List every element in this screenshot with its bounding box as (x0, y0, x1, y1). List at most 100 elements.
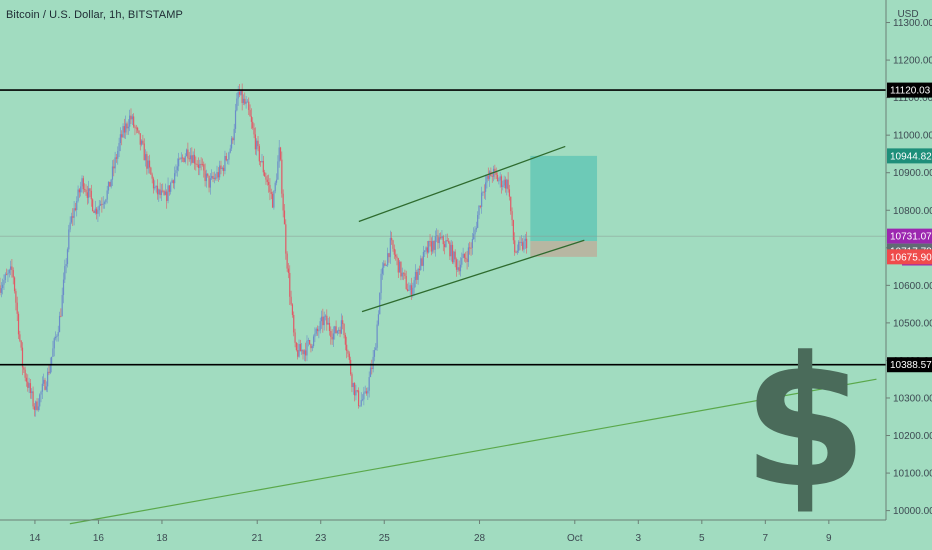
price-tag-target[interactable] (887, 148, 932, 164)
candle (347, 350, 349, 354)
candle (429, 241, 431, 242)
candle (47, 371, 49, 387)
candle (409, 285, 411, 291)
candle (357, 390, 360, 406)
candle (49, 364, 51, 374)
candle (117, 151, 119, 159)
price-tag-level[interactable] (887, 82, 932, 98)
candle (200, 163, 202, 165)
candle (418, 268, 421, 270)
candle (440, 237, 442, 239)
candle (126, 123, 128, 129)
candle (486, 175, 488, 183)
candle (344, 335, 346, 345)
candle (197, 164, 200, 168)
trend-line[interactable] (69, 378, 877, 525)
candle (29, 383, 32, 394)
candle (289, 272, 291, 297)
candle (387, 253, 389, 266)
candle (45, 386, 47, 390)
candle (163, 190, 165, 195)
candle (85, 189, 87, 193)
candle (151, 174, 153, 179)
candle (425, 247, 427, 251)
candle (118, 143, 120, 152)
candle (506, 179, 508, 189)
price-tag-level[interactable] (887, 357, 932, 373)
candle (144, 154, 147, 161)
candle (274, 182, 276, 192)
candle (248, 101, 250, 110)
candle (154, 186, 156, 189)
candle (61, 295, 63, 317)
candle (121, 134, 123, 138)
candle (193, 154, 196, 164)
candle (152, 178, 155, 189)
candle (261, 160, 263, 163)
candle (40, 391, 42, 395)
candle (494, 168, 496, 172)
candle (233, 128, 235, 141)
candle (453, 251, 455, 263)
candle (446, 240, 448, 242)
candle (240, 90, 242, 95)
candle (39, 394, 41, 407)
candle (56, 335, 58, 337)
candle (192, 154, 194, 163)
candle (246, 101, 249, 103)
candle (244, 98, 246, 104)
candle (434, 236, 436, 250)
channel-upper-line[interactable] (358, 145, 566, 223)
candle (164, 191, 166, 195)
candle (262, 160, 264, 173)
candle (360, 400, 362, 406)
candle (352, 382, 354, 388)
candle (90, 190, 92, 200)
candle (404, 273, 406, 277)
time-tick-label: 28 (474, 533, 486, 544)
candle (23, 367, 25, 370)
candle (170, 182, 172, 192)
candle (92, 199, 94, 211)
dollar-sign-icon: $ (742, 319, 867, 528)
candle (385, 265, 387, 267)
candle (334, 326, 336, 334)
candle (467, 247, 470, 262)
price-tag-stop[interactable] (887, 249, 932, 265)
candle (469, 247, 471, 249)
candle (499, 176, 501, 181)
candle (189, 155, 192, 160)
candle (279, 147, 282, 160)
candle (73, 208, 75, 218)
candle (303, 350, 305, 355)
candle (339, 329, 341, 334)
target-zone[interactable] (530, 155, 598, 242)
candle (343, 324, 345, 336)
candle (62, 279, 65, 296)
candle (273, 191, 275, 208)
candle (520, 242, 522, 244)
candle (421, 258, 423, 266)
candle (184, 156, 186, 162)
candle (295, 342, 297, 351)
candle (377, 314, 380, 325)
candle (167, 185, 169, 201)
candle (310, 344, 312, 349)
candle (301, 349, 303, 352)
candle (37, 406, 39, 410)
time-axis[interactable]: 14 16 18 21 23 25 28 Oct 3 5 7 9 (29, 520, 832, 544)
candle (207, 173, 209, 176)
price-tag-label: 10944.82 (890, 151, 932, 162)
candle (413, 280, 415, 288)
price-tick-label: 11000.00 (893, 131, 932, 142)
channel-lower-line[interactable] (361, 239, 585, 313)
candle (54, 336, 57, 339)
price-tag-last[interactable] (887, 228, 932, 244)
symbol-title[interactable]: Bitcoin / U.S. Dollar, 1h, BITSTAMP (6, 9, 183, 21)
candle (445, 240, 447, 248)
candle (299, 344, 301, 352)
candle (74, 208, 77, 211)
candle (346, 344, 348, 351)
